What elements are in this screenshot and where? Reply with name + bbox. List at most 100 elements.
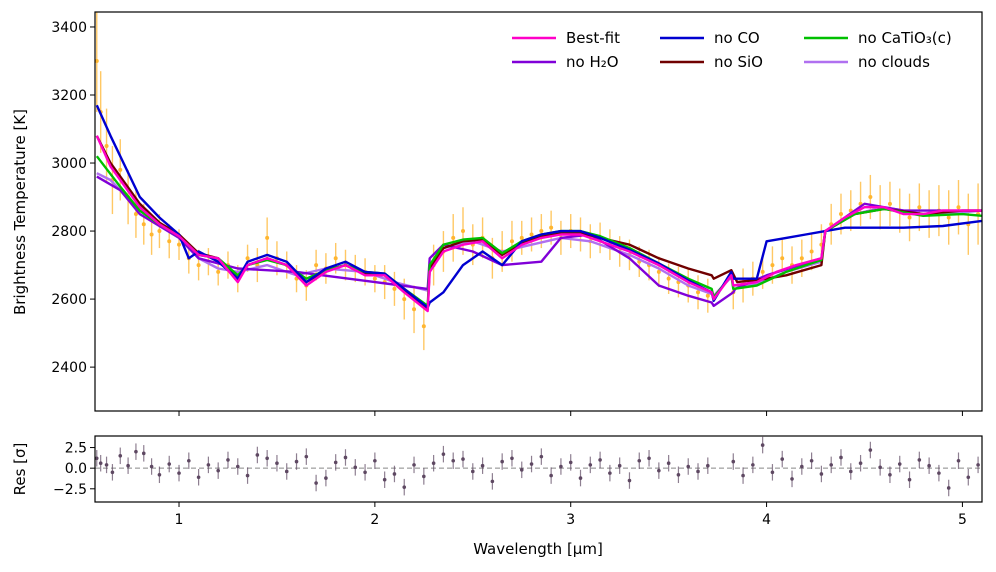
observed-point — [216, 269, 221, 274]
residual-point — [431, 461, 436, 466]
series-line-best-fit — [95, 135, 982, 313]
residual-point — [676, 472, 681, 477]
residual-point — [617, 463, 622, 468]
residual-point — [946, 486, 951, 490]
observed-point — [907, 215, 912, 220]
y-tick-label: 3200 — [51, 88, 87, 104]
observed-point — [157, 229, 162, 234]
residual-point — [324, 476, 328, 480]
residual-y-axis-label: Res [σ] — [11, 443, 29, 496]
residual-point — [490, 479, 495, 484]
observed-point — [887, 201, 892, 206]
x-tick-label: 1 — [175, 512, 184, 528]
residual-point — [937, 471, 941, 475]
residual-point — [848, 469, 853, 474]
observed-point — [314, 263, 319, 268]
residual-point — [927, 463, 931, 468]
residual-point — [216, 468, 220, 473]
residual-point — [819, 472, 824, 476]
residual-point — [790, 477, 794, 481]
residual-point — [206, 463, 211, 467]
y-tick-label: 2600 — [51, 292, 87, 308]
residual-point — [539, 454, 544, 459]
observed-point — [333, 256, 338, 261]
residual-point — [235, 464, 240, 469]
residual-point — [110, 470, 115, 475]
residual-point — [956, 458, 961, 463]
observed-point — [539, 229, 544, 234]
x-tick-label: 4 — [762, 512, 771, 528]
residual-point — [529, 462, 534, 466]
residual-point — [760, 443, 765, 447]
residual-point — [196, 475, 201, 480]
residual-point — [976, 463, 980, 467]
residual-point — [510, 456, 514, 461]
y-tick-label: 2800 — [51, 224, 87, 240]
residual-point — [141, 451, 146, 456]
y-tick-label: 3400 — [51, 20, 87, 36]
residual-point — [706, 463, 710, 468]
observed-point — [770, 263, 775, 268]
residual-y-tick-label: 0.0 — [65, 461, 87, 477]
residual-point — [314, 481, 318, 485]
legend-label: no CaTiO₃(c) — [858, 29, 952, 47]
residual-point — [412, 463, 416, 467]
observed-point — [245, 256, 250, 261]
main-plot-area — [95, 12, 982, 351]
residual-point — [284, 469, 289, 474]
residual-point — [568, 460, 573, 465]
residual-point — [187, 458, 191, 463]
observed-point — [656, 269, 661, 274]
y-axis-label: Brightness Temperature [K] — [11, 109, 29, 315]
observed-point — [412, 307, 417, 312]
observed-point — [95, 58, 99, 63]
residual-point — [770, 470, 775, 475]
observed-point — [118, 167, 123, 172]
residual-point — [549, 473, 553, 478]
residual-point — [441, 452, 446, 456]
residual-point — [470, 469, 475, 474]
residual-point — [104, 463, 109, 467]
observed-point — [402, 297, 407, 302]
residual-point — [157, 472, 162, 477]
residual-point — [94, 456, 99, 461]
residual-point — [598, 458, 602, 462]
observed-point — [421, 324, 426, 329]
residual-point — [608, 471, 612, 475]
residual-point — [382, 477, 387, 482]
legend-label: no SiO — [714, 53, 763, 71]
observed-point — [392, 286, 397, 291]
observed-point — [780, 256, 785, 261]
residual-point — [966, 475, 971, 480]
residual-point — [809, 458, 814, 463]
residual-point — [897, 462, 902, 466]
residual-y-tick-label: −2.5 — [53, 482, 87, 498]
residual-point — [422, 474, 426, 479]
main-clipped-group — [95, 12, 982, 351]
residual-point — [343, 455, 348, 460]
residual-point — [134, 449, 138, 454]
residual-point — [741, 473, 745, 478]
observed-point — [917, 205, 922, 210]
residual-point — [907, 477, 912, 482]
observed-point — [265, 235, 270, 240]
observed-point — [149, 232, 154, 237]
residual-point — [800, 464, 804, 469]
observed-point — [519, 235, 524, 240]
observed-point — [104, 144, 109, 149]
observed-point — [372, 276, 377, 281]
residual-point — [461, 457, 465, 461]
residual-point — [647, 456, 651, 461]
observed-point — [868, 195, 873, 200]
observed-point — [196, 263, 201, 268]
observed-point — [946, 215, 951, 220]
observed-point — [141, 222, 146, 227]
residual-point — [333, 460, 338, 465]
residual-y-tick-label: 2.5 — [65, 441, 87, 457]
observed-point — [696, 290, 701, 295]
main-axes-frame — [94, 11, 983, 412]
axis-ticks: 1 2 3 4 5 2400 2600 2800 3000 3200 3400 2.5 0.0 −2.5 — [51, 20, 967, 528]
residual-point — [353, 465, 358, 470]
residual-point — [226, 458, 230, 462]
residual-point — [519, 468, 524, 472]
